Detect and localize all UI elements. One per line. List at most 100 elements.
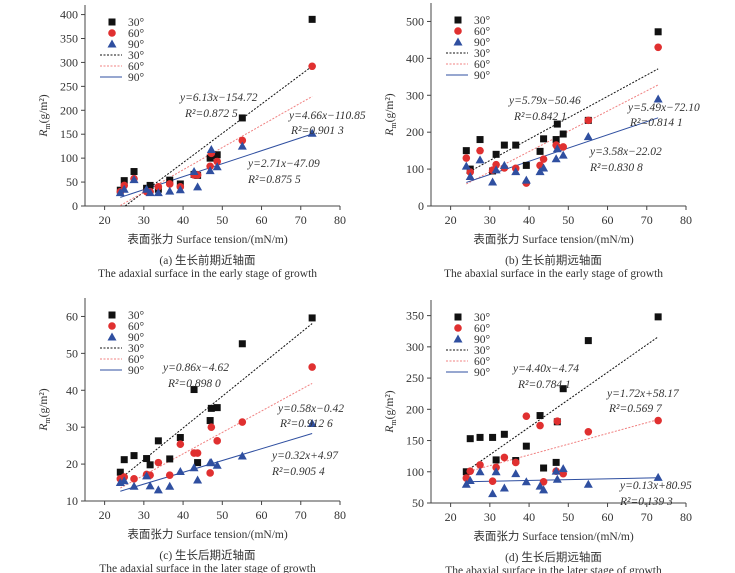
panel-c: 20 30 40 50 60 70 80 10 20 30 40 50 60 表面张力 Surface t…	[38, 298, 346, 573]
y-tick-label: 10	[66, 494, 78, 508]
data-point-90deg	[488, 177, 498, 186]
legend-marker	[453, 334, 463, 343]
data-point-30deg	[462, 468, 470, 476]
y-axis-label: Rm(g/m²)	[38, 94, 52, 137]
data-point-30deg	[553, 120, 561, 128]
caption-en: The abaxial surface in the early stage o…	[444, 268, 663, 280]
data-point-90deg	[212, 460, 222, 469]
data-point-90deg	[491, 467, 501, 476]
data-point-30deg	[207, 404, 215, 412]
x-tick-label: 40	[523, 510, 535, 524]
x-tick-label: 50	[216, 508, 228, 522]
data-point-60deg	[539, 477, 548, 486]
x-tick-label: 80	[334, 508, 346, 522]
data-point-30deg	[489, 433, 497, 441]
fit-equation: y=0.58x−0.42	[277, 403, 344, 415]
fit-line-90deg	[120, 432, 313, 492]
x-tick-label: 30	[484, 213, 496, 227]
data-point-30deg	[176, 434, 184, 442]
data-point-90deg	[475, 467, 485, 476]
y-tick-label: 50	[412, 496, 424, 510]
fit-equation: y=3.58x−22.02	[589, 146, 662, 158]
data-point-60deg	[553, 417, 562, 425]
data-point-60deg	[462, 154, 471, 162]
data-point-60deg	[308, 62, 316, 71]
y-tick-label: 300	[406, 340, 424, 354]
data-point-30deg	[552, 458, 560, 466]
data-point-30deg	[654, 313, 662, 321]
data-point-60deg	[154, 458, 163, 467]
data-point-60deg	[176, 440, 185, 448]
data-point-90deg	[307, 128, 317, 137]
fit-r2: R²=0.784 1	[517, 379, 571, 391]
x-tick-label: 20	[445, 510, 457, 524]
legend-marker	[454, 27, 462, 35]
data-point-30deg	[213, 404, 221, 412]
x-tick-label: 80	[334, 213, 346, 227]
data-point-30deg	[194, 459, 202, 467]
y-label-unit: (g/m²)	[384, 93, 396, 122]
legend-marker	[454, 324, 462, 332]
y-tick-label: 100	[60, 151, 78, 165]
data-point-90deg	[307, 418, 317, 427]
data-point-90deg	[465, 171, 475, 180]
y-tick-label: 150	[60, 127, 78, 141]
data-point-30deg	[522, 161, 530, 169]
legend-label: 60°	[128, 354, 145, 366]
data-point-90deg	[119, 476, 129, 485]
fit-line-60deg	[120, 382, 313, 489]
data-point-30deg	[308, 314, 316, 322]
legend-label: 90°	[474, 334, 491, 346]
data-point-90deg	[491, 165, 501, 174]
caption-cn: (c) 生长后期近轴面	[159, 548, 255, 562]
fit-equation: y=0.86x−4.62	[162, 362, 229, 374]
data-point-30deg	[584, 337, 592, 345]
fit-equation: y=6.13x−154.72	[179, 92, 258, 104]
legend-label: 30°	[474, 312, 491, 324]
data-point-60deg	[308, 363, 316, 371]
fit-r2: R²=0.569 7	[608, 403, 663, 415]
data-point-90deg	[475, 155, 485, 164]
data-point-90deg	[465, 476, 475, 485]
y-tick-label: 200	[406, 125, 424, 139]
y-tick-label: 100	[406, 465, 424, 479]
data-point-90deg	[539, 485, 549, 494]
y-label-subscript: m	[389, 122, 398, 129]
legend: 30°60°90°30°60°90°	[100, 17, 145, 84]
data-point-90deg	[499, 483, 509, 492]
data-point-60deg	[522, 412, 531, 420]
legend: 30°60°90°30°60°90°	[446, 312, 491, 379]
fit-r2: R²=0.875 5	[247, 174, 301, 186]
data-point-90deg	[552, 144, 562, 153]
x-axis-label: 表面张力 Surface tension/(mN/m)	[127, 232, 288, 246]
data-point-60deg	[476, 461, 484, 469]
x-tick-label: 60	[602, 510, 614, 524]
data-point-90deg	[119, 184, 129, 193]
y-label-subscript: m	[43, 123, 52, 130]
fit-equation: y=5.49x−72.10	[627, 102, 700, 114]
fit-line-30deg	[466, 336, 659, 472]
data-point-90deg	[142, 471, 152, 480]
data-point-60deg	[539, 155, 548, 163]
data-point-30deg	[536, 147, 544, 155]
data-point-90deg	[583, 132, 593, 141]
fit-equation: y=0.13x+80.95	[619, 480, 692, 492]
data-point-90deg	[212, 162, 222, 171]
data-point-90deg	[583, 479, 593, 488]
data-point-30deg	[476, 136, 484, 144]
legend-label: 30°	[128, 50, 145, 62]
legend-marker	[108, 322, 116, 330]
y-label-symbol: R	[38, 130, 50, 138]
legend-label: 90°	[128, 39, 145, 51]
data-point-60deg	[488, 477, 497, 485]
data-point-90deg	[499, 160, 509, 169]
data-point-90deg	[237, 451, 247, 460]
x-tick-label: 80	[680, 213, 692, 227]
data-point-60deg	[654, 416, 662, 425]
legend: 30°60°90°30°60°90°	[446, 15, 491, 82]
y-axis-label: Rm(g/m²)	[384, 93, 398, 136]
data-point-30deg	[238, 114, 246, 122]
y-tick-label: 30	[66, 420, 78, 434]
x-tick-label: 70	[295, 213, 307, 227]
